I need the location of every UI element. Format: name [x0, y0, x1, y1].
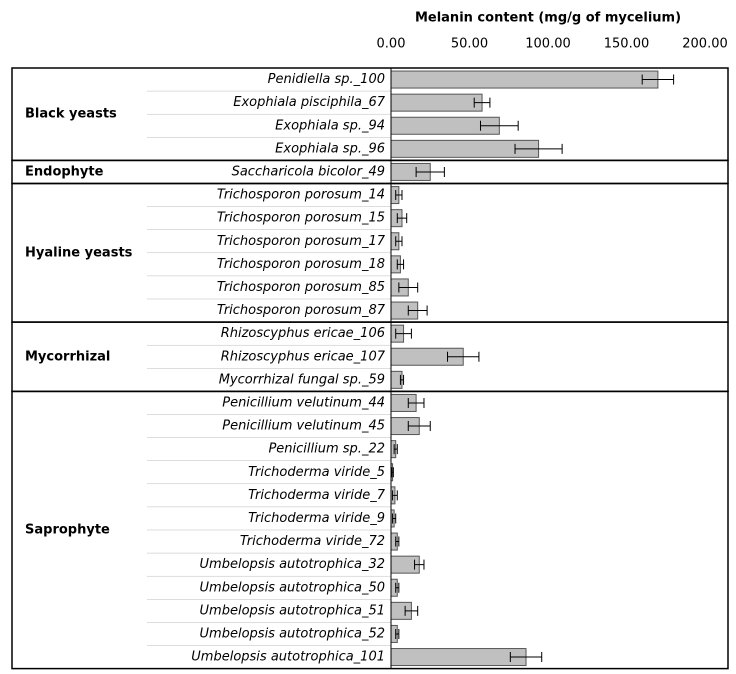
error-bar	[393, 444, 398, 455]
group-label: Hyaline yeasts	[25, 245, 133, 260]
error-bar	[473, 97, 491, 108]
error-bar	[404, 605, 419, 616]
category-label: Umbelopsis autotrophica_32	[200, 557, 385, 572]
category-label: Exophiala sp._94	[275, 118, 385, 133]
error-bar	[399, 374, 405, 385]
category-label: Trichosporon porosum_14	[217, 188, 385, 203]
group-box	[11, 390, 729, 670]
category-label: Trichosporon porosum_17	[217, 234, 386, 249]
error-bar	[391, 467, 394, 478]
group-label: Saprophyte	[25, 523, 110, 538]
category-label: Trichoderma viride_9	[248, 511, 385, 526]
x-tick-label: 100.00	[525, 37, 571, 52]
error-bar	[395, 236, 403, 247]
category-label: Exophiala pisciphila_67	[233, 95, 385, 110]
error-bar	[407, 305, 428, 316]
category-label: Exophiala sp._96	[275, 141, 385, 156]
error-bar	[479, 120, 519, 131]
error-bar	[395, 536, 400, 547]
error-bar	[447, 351, 480, 362]
category-label: Penidiella sp._100	[268, 72, 385, 87]
category-label: Umbelopsis autotrophica_52	[200, 626, 385, 641]
category-label: Trichoderma viride_7	[248, 488, 386, 503]
error-bar	[407, 421, 431, 432]
error-bar	[407, 397, 425, 408]
category-label: Umbelopsis autotrophica_51	[200, 603, 385, 618]
category-label: Penicillium velutinum_45	[222, 419, 385, 434]
category-label: Trichoderma viride_72	[240, 534, 385, 549]
error-bar	[396, 213, 408, 224]
error-bar	[414, 559, 425, 570]
error-bar	[392, 513, 397, 524]
x-tick-label: 200.00	[682, 37, 728, 52]
bar	[390, 648, 527, 667]
category-label: Trichosporon porosum_18	[217, 257, 385, 272]
x-tick-label: 0.00	[377, 37, 406, 52]
error-bar	[396, 259, 405, 270]
x-tick-label: 50.00	[451, 37, 488, 52]
error-bar	[395, 582, 400, 593]
category-label: Trichosporon porosum_85	[217, 280, 385, 295]
category-label: Penicillium sp._22	[268, 442, 385, 457]
axis-title: Melanin content (mg/g of mycelium)	[415, 11, 681, 26]
category-label: Rhizoscyphus ericae_107	[221, 349, 386, 364]
error-bar	[392, 490, 398, 501]
group-label: Endophyte	[25, 164, 104, 179]
error-bar	[415, 166, 445, 177]
error-bar	[398, 282, 419, 293]
error-bar	[395, 328, 412, 339]
bar	[390, 93, 483, 112]
category-label: Trichosporon porosum_87	[217, 303, 386, 318]
category-label: Umbelopsis autotrophica_50	[200, 580, 385, 595]
category-label: Rhizoscyphus ericae_106	[221, 326, 385, 341]
category-label: Trichoderma viride_5	[248, 465, 385, 480]
error-bar	[395, 190, 403, 201]
error-bar	[395, 628, 400, 639]
bar	[390, 70, 659, 89]
category-label: Trichosporon porosum_15	[217, 211, 385, 226]
category-label: Mycorrhizal fungal sp._59	[219, 372, 385, 387]
category-label: Saccharicola bicolor_49	[232, 164, 385, 179]
group-label: Black yeasts	[25, 107, 117, 122]
error-bar	[509, 652, 543, 663]
category-label: Umbelopsis autotrophica_101	[191, 650, 385, 665]
error-bar	[514, 143, 563, 154]
group-label: Mycorrhizal	[25, 349, 110, 364]
category-label: Penicillium velutinum_44	[222, 395, 385, 410]
error-bar	[641, 74, 675, 85]
x-tick-label: 150.00	[604, 37, 650, 52]
